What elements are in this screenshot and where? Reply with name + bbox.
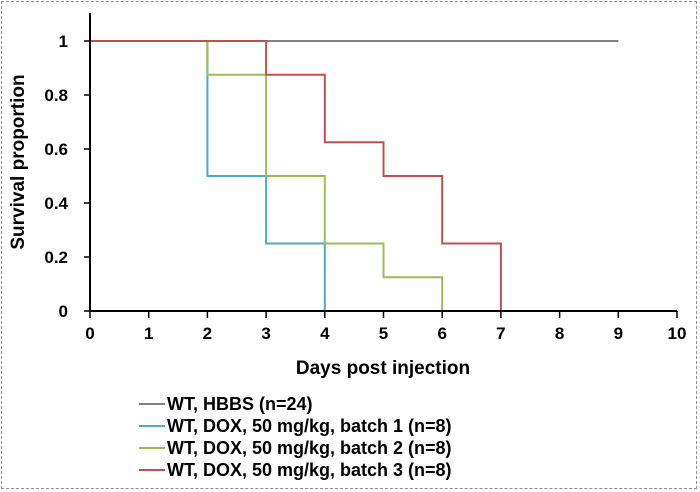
x-tick-label: 6 bbox=[437, 324, 446, 343]
x-tick-label: 9 bbox=[614, 324, 623, 343]
x-tick-label: 7 bbox=[496, 324, 505, 343]
x-tick-label: 4 bbox=[320, 324, 330, 343]
legend-label-1: WT, HBBS (n=24) bbox=[167, 394, 313, 414]
x-tick-label: 5 bbox=[379, 324, 388, 343]
series-layer bbox=[90, 40, 619, 311]
x-tick-label: 2 bbox=[203, 324, 212, 343]
y-tick-label: 1 bbox=[59, 32, 68, 51]
legend-label-3: WT, DOX, 50 mg/kg, batch 2 (n=8) bbox=[167, 438, 452, 458]
series-line-3 bbox=[90, 40, 444, 311]
y-tick-label: 0.8 bbox=[44, 86, 68, 105]
x-axis-title: Days post injection bbox=[296, 358, 470, 379]
y-tick-label: 0.6 bbox=[44, 140, 68, 159]
y-tick-label: 0 bbox=[59, 302, 68, 321]
x-tick-label: 8 bbox=[555, 324, 564, 343]
legend-label-4: WT, DOX, 50 mg/kg, batch 3 (n=8) bbox=[167, 460, 452, 480]
x-tick-label: 1 bbox=[144, 324, 153, 343]
ticks-layer: 00.20.40.60.810 1 2 3 4 5 6 7 8 9 10 bbox=[44, 32, 686, 343]
y-axis-title: Survival proportion bbox=[8, 74, 29, 249]
x-tick-label: 10 bbox=[668, 324, 687, 343]
y-tick-label: 0.2 bbox=[44, 248, 68, 267]
x-tick-label: 0 bbox=[85, 324, 94, 343]
y-tick-label: 0.4 bbox=[44, 194, 68, 213]
legend-label-2: WT, DOX, 50 mg/kg, batch 1 (n=8) bbox=[167, 416, 452, 436]
x-tick-label: 3 bbox=[261, 324, 270, 343]
legend: WT, HBBS (n=24)WT, DOX, 50 mg/kg, batch … bbox=[139, 394, 452, 480]
series-line-4 bbox=[90, 40, 502, 311]
